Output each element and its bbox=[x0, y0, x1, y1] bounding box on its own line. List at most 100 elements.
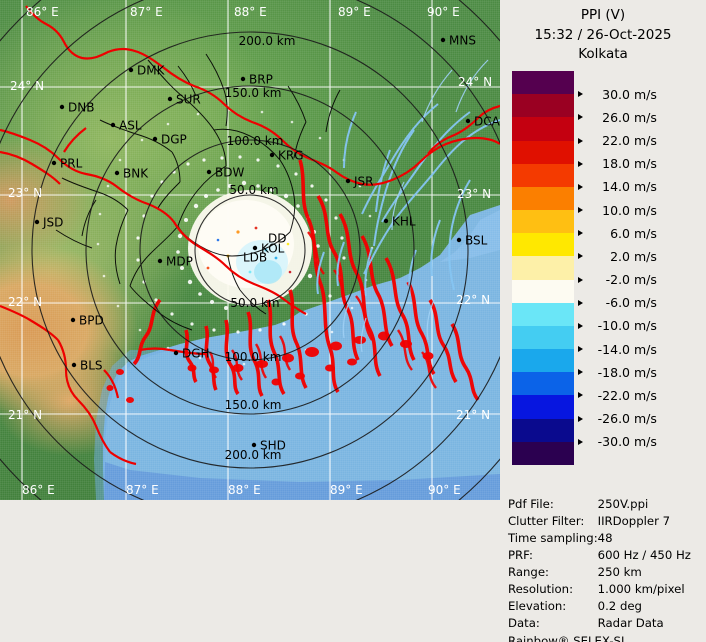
scale-value: -22.0 bbox=[597, 387, 630, 403]
city-dot-BNK bbox=[114, 170, 120, 176]
grid-label: 90° E bbox=[428, 483, 461, 497]
grid-label: 24° N bbox=[458, 75, 492, 89]
metadata-row: Pdf File: 250V.ppi bbox=[508, 497, 706, 514]
colorbar-band-11 bbox=[512, 325, 574, 350]
grid-label: 90° E bbox=[427, 5, 460, 19]
city-dot-BPD bbox=[70, 317, 76, 323]
metadata-key: Clutter Filter: bbox=[508, 513, 585, 528]
city-label-JSR: JSR bbox=[353, 175, 374, 189]
city-label-BNK: BNK bbox=[123, 167, 149, 181]
colorbar-band-8 bbox=[512, 256, 574, 280]
city-dot-DGP bbox=[152, 136, 158, 142]
scale-tick-icon bbox=[578, 392, 583, 399]
metadata-key: Pdf File: bbox=[508, 497, 554, 511]
radar-map-panel[interactable]: 200.0 km 150.0 km 100.0 km 50.0 km 50.0 km 10… bbox=[0, 0, 500, 500]
scale-value: 2.0 bbox=[610, 248, 630, 264]
range-ring-label: 100.0 km bbox=[227, 134, 284, 148]
city-label-DGH: DGH bbox=[182, 347, 210, 361]
city-dot-JSD bbox=[34, 219, 40, 225]
scale-value: 18.0 bbox=[602, 156, 630, 172]
colorbar-band-14 bbox=[512, 395, 574, 419]
colorbar-band-3 bbox=[512, 140, 574, 164]
scale-tick-icon bbox=[578, 230, 583, 237]
rivers-layer bbox=[316, 103, 500, 297]
scale-label-row: -2.0 m/s bbox=[578, 272, 657, 288]
city-dot-BLS bbox=[71, 362, 77, 368]
velocity-colorbar[interactable] bbox=[512, 71, 574, 465]
metadata-value: Radar Data bbox=[597, 615, 664, 630]
scale-value: -30.0 bbox=[597, 434, 630, 450]
range-ring-label: 100.0 km bbox=[225, 350, 282, 364]
scale-value: 26.0 bbox=[602, 109, 630, 125]
scale-unit: m/s bbox=[634, 341, 657, 357]
colorbar-band-10 bbox=[512, 302, 574, 326]
colorbar-band-0 bbox=[512, 71, 574, 95]
scale-tick-icon bbox=[578, 369, 583, 376]
range-ring-label: 150.0 km bbox=[225, 398, 282, 412]
scale-unit: m/s bbox=[634, 133, 657, 149]
scale-label-row: 2.0 m/s bbox=[578, 248, 657, 264]
city-dot-KOL bbox=[252, 245, 258, 251]
scale-unit: m/s bbox=[634, 225, 657, 241]
radar-site-name: Kolkata bbox=[578, 46, 628, 63]
metadata-table: Pdf File: 250V.ppi Clutter Filter: IIRDoppl… bbox=[508, 497, 706, 633]
city-label-DCA: DCA bbox=[474, 115, 500, 129]
city-dot-MDP bbox=[157, 258, 163, 264]
city-dot-DNB bbox=[59, 104, 65, 110]
city-label-SUR: SUR bbox=[176, 93, 201, 107]
city-dot-KHL bbox=[383, 218, 389, 224]
scale-label-row: 18.0 m/s bbox=[578, 156, 657, 172]
city-dot-BSL bbox=[456, 237, 462, 243]
colorbar-band-16 bbox=[512, 441, 574, 465]
city-dot-PRL bbox=[51, 160, 57, 166]
grid-label: 22° N bbox=[8, 295, 42, 309]
city-label-BLS: BLS bbox=[80, 359, 103, 373]
scale-unit: m/s bbox=[634, 295, 657, 311]
grid-label: 22° N bbox=[456, 293, 490, 307]
metadata-row: Data: Radar Data bbox=[508, 616, 706, 633]
city-label-ASL: ASL bbox=[119, 119, 142, 133]
grid-label: 87° E bbox=[126, 483, 159, 497]
scale-label-row: -18.0 m/s bbox=[578, 364, 657, 380]
metadata-value: 250 km bbox=[597, 564, 642, 579]
scale-value: 6.0 bbox=[610, 225, 630, 241]
city-dot-SUR bbox=[167, 96, 173, 102]
scale-unit: m/s bbox=[634, 156, 657, 172]
range-ring-label: 200.0 km bbox=[239, 34, 296, 48]
metadata-key: Time sampling: bbox=[508, 530, 598, 545]
city-label-SHD: SHD bbox=[260, 439, 286, 453]
metadata-key: Resolution: bbox=[508, 581, 574, 596]
city-label-LDB: LDB bbox=[243, 251, 267, 265]
colorbar-band-13 bbox=[512, 372, 574, 396]
grid-label: 88° E bbox=[234, 5, 267, 19]
grid-label: 21° N bbox=[8, 408, 42, 422]
city-label-KRG: KRG bbox=[278, 149, 304, 163]
scale-label-row: 10.0 m/s bbox=[578, 203, 657, 218]
scale-label-row: -6.0 m/s bbox=[578, 295, 657, 311]
scale-unit: m/s bbox=[634, 434, 657, 450]
bottom-filler bbox=[0, 500, 500, 642]
colorbar-band-4 bbox=[512, 163, 574, 187]
city-label-BDW: BDW bbox=[215, 166, 244, 180]
scale-unit: m/s bbox=[634, 318, 657, 334]
scale-label-row: 22.0 m/s bbox=[578, 133, 657, 149]
scale-unit: m/s bbox=[634, 272, 657, 288]
scale-label-row: 26.0 m/s bbox=[578, 109, 657, 125]
metadata-key: PRF: bbox=[508, 547, 533, 562]
city-dot-DMK bbox=[128, 67, 134, 73]
scale-value: -26.0 bbox=[597, 411, 630, 427]
scale-tick-icon bbox=[578, 137, 583, 144]
scale-tick-icon bbox=[578, 207, 583, 214]
colorbar-band-15 bbox=[512, 418, 574, 442]
city-dot-JSR bbox=[345, 178, 351, 184]
metadata-value: 250V.ppi bbox=[597, 497, 649, 511]
grid-label: 88° E bbox=[228, 483, 261, 497]
range-ring-label: 150.0 km bbox=[225, 86, 282, 100]
metadata-row: Range: 250 km bbox=[508, 565, 706, 582]
metadata-row: Resolution: 1.000 km/pixel bbox=[508, 582, 706, 599]
city-dot-BDW bbox=[206, 169, 212, 175]
scale-value: -18.0 bbox=[597, 364, 630, 380]
grid-label: 86° E bbox=[26, 5, 59, 19]
grid-label: 86° E bbox=[22, 483, 55, 497]
